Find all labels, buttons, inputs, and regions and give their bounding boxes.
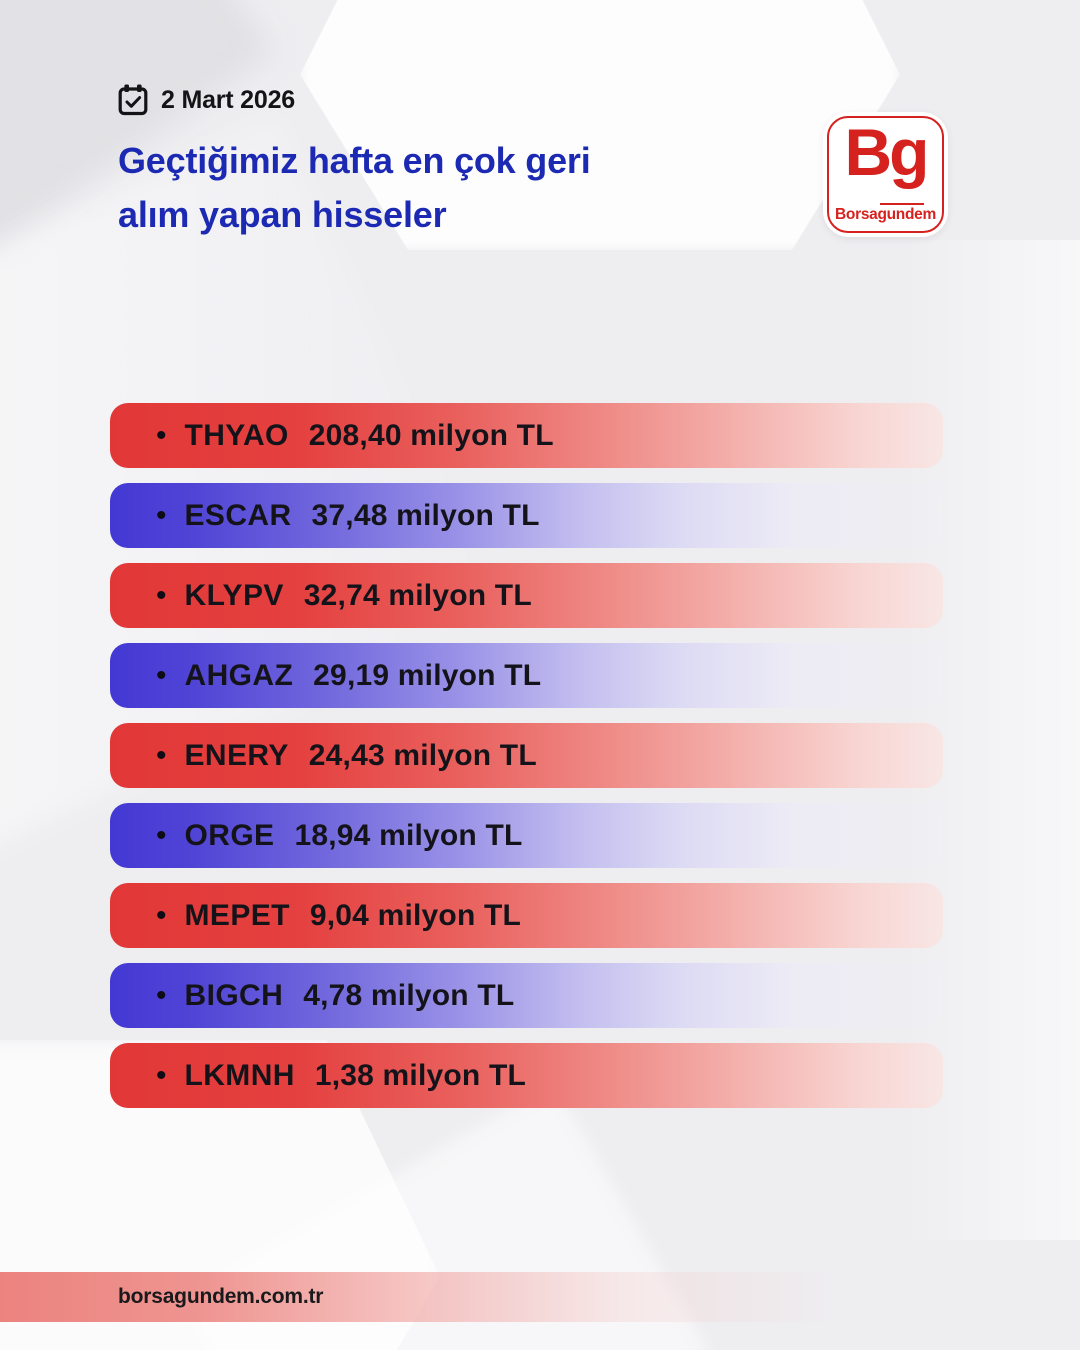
bullet-icon: • [156, 898, 167, 932]
bullet-icon: • [156, 1058, 167, 1092]
stock-value: 1,38 milyon TL [314, 1058, 527, 1092]
stock-ticker: LKMNH [184, 1058, 295, 1092]
page-title: Geçtiğimiz hafta en çok geri alım yapan … [118, 134, 591, 242]
page-title-line-2: alım yapan hisseler [118, 194, 447, 235]
stock-value: 208,40 milyon TL [308, 418, 554, 452]
bullet-icon: • [156, 498, 167, 532]
stock-ticker: KLYPV [184, 578, 284, 612]
stock-value: 24,43 milyon TL [308, 738, 537, 772]
bullet-icon: • [156, 818, 167, 852]
stock-ticker: BIGCH [184, 978, 284, 1012]
stock-row: • ESCAR 37,48 milyon TL [110, 483, 943, 548]
stock-row: • ORGE 18,94 milyon TL [110, 803, 943, 868]
stock-value: 4,78 milyon TL [303, 978, 515, 1012]
stock-row: • KLYPV 32,74 milyon TL [110, 563, 943, 628]
stock-row: • ENERY 24,43 milyon TL [110, 723, 943, 788]
logo-frame [827, 116, 944, 233]
footer-strip: borsagundem.com.tr [0, 1272, 830, 1322]
bullet-icon: • [156, 418, 167, 452]
bullet-icon: • [156, 978, 167, 1012]
stock-ticker: THYAO [184, 418, 289, 452]
logo-name: Borsagundem [835, 206, 936, 223]
stock-value: 29,19 milyon TL [313, 658, 542, 692]
page-title-line-1: Geçtiğimiz hafta en çok geri [118, 140, 591, 181]
stock-row: • LKMNH 1,38 milyon TL [110, 1043, 943, 1108]
stock-ticker: MEPET [184, 898, 290, 932]
stock-list: • THYAO 208,40 milyon TL • ESCAR 37,48 m… [110, 403, 943, 1123]
calendar-icon [118, 84, 148, 116]
stock-value: 37,48 milyon TL [311, 498, 540, 532]
bullet-icon: • [156, 658, 167, 692]
stock-value: 18,94 milyon TL [294, 818, 523, 852]
stock-row: • MEPET 9,04 milyon TL [110, 883, 943, 948]
stock-ticker: ENERY [184, 738, 289, 772]
date-text: 2 Mart 2026 [161, 85, 295, 114]
stock-ticker: ORGE [184, 818, 275, 852]
stock-row: • THYAO 208,40 milyon TL [110, 403, 943, 468]
footer-url: borsagundem.com.tr [118, 1285, 324, 1308]
stock-row: • AHGAZ 29,19 milyon TL [110, 643, 943, 708]
logo-overline [880, 202, 924, 205]
logo-mark: Bg [844, 115, 930, 189]
bullet-icon: • [156, 578, 167, 612]
stock-ticker: ESCAR [184, 498, 292, 532]
bullet-icon: • [156, 738, 167, 772]
stock-value: 32,74 milyon TL [303, 578, 532, 612]
borsagundem-logo: Bg Borsagundem [823, 112, 948, 237]
stock-ticker: AHGAZ [184, 658, 294, 692]
date-row: 2 Mart 2026 [118, 84, 295, 116]
stock-row: • BIGCH 4,78 milyon TL [110, 963, 943, 1028]
stock-value: 9,04 milyon TL [309, 898, 522, 932]
